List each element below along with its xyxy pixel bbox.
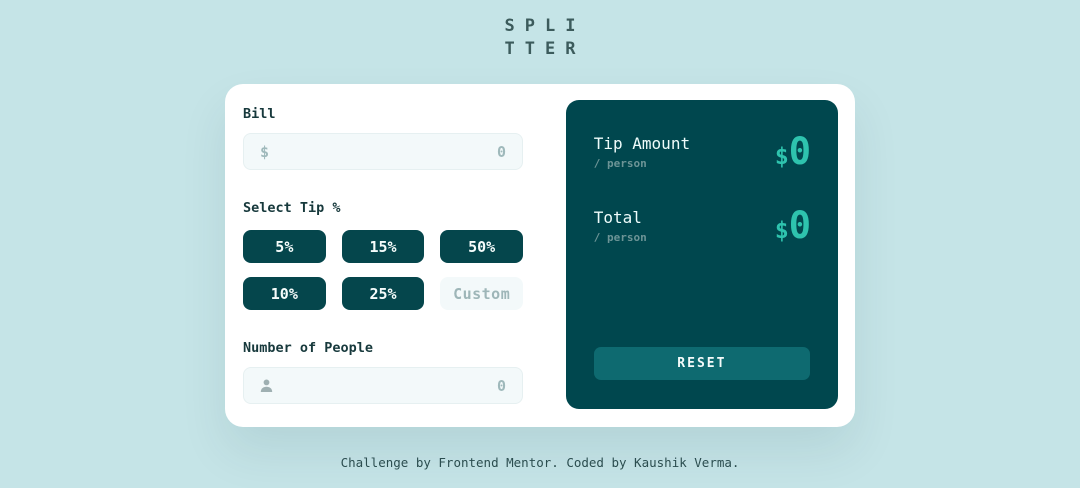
bill-input-field[interactable]: $ (243, 133, 523, 170)
total-value: $0 (774, 204, 811, 247)
app-logo: SPLI TTER (0, 15, 1080, 61)
tip-amount-row: Tip Amount / person $0 (594, 130, 811, 173)
person-icon (260, 379, 273, 393)
total-currency: $ (774, 218, 789, 244)
tip-button-custom[interactable]: Custom (440, 277, 523, 310)
tip-amount-currency: $ (774, 144, 789, 170)
number-of-people-label: Number of People (243, 340, 374, 356)
total-labels: Total / person (594, 208, 647, 244)
bill-label: Bill (243, 106, 276, 122)
tip-amount-labels: Tip Amount / person (594, 134, 690, 170)
app-logo-line2: TTER (504, 39, 586, 59)
people-input[interactable] (273, 376, 506, 395)
calculator-card: Bill $ Select Tip % 5% 15% 50% 10% 25% C… (225, 84, 855, 427)
summary-panel: Tip Amount / person $0 Total / person $0… (565, 100, 838, 409)
tip-amount-title: Tip Amount (593, 133, 691, 153)
total-subtitle: / person (593, 230, 647, 244)
total-row: Total / person $0 (594, 204, 811, 247)
tip-button-15[interactable]: 15% (341, 230, 425, 263)
select-tip-label: Select Tip % (243, 200, 341, 216)
tip-options-grid: 5% 15% 50% 10% 25% Custom (243, 230, 523, 310)
tip-button-25[interactable]: 25% (341, 277, 425, 310)
reset-button[interactable]: RESET (593, 347, 810, 380)
tip-button-5[interactable]: 5% (243, 230, 326, 263)
dollar-icon: $ (260, 142, 270, 161)
total-title: Total (593, 207, 642, 227)
people-input-field[interactable] (243, 367, 523, 404)
tip-amount-subtitle: / person (593, 156, 647, 170)
footer-credit: Challenge by Frontend Mentor. Coded by K… (340, 455, 740, 470)
app-logo-line1: SPLI (504, 16, 586, 36)
tip-button-50[interactable]: 50% (440, 230, 523, 263)
tip-button-10[interactable]: 10% (243, 277, 326, 310)
controls-column: Bill $ Select Tip % 5% 15% 50% 10% 25% C… (225, 84, 536, 427)
tip-amount-value: $0 (774, 130, 811, 173)
bill-input[interactable] (269, 142, 506, 161)
